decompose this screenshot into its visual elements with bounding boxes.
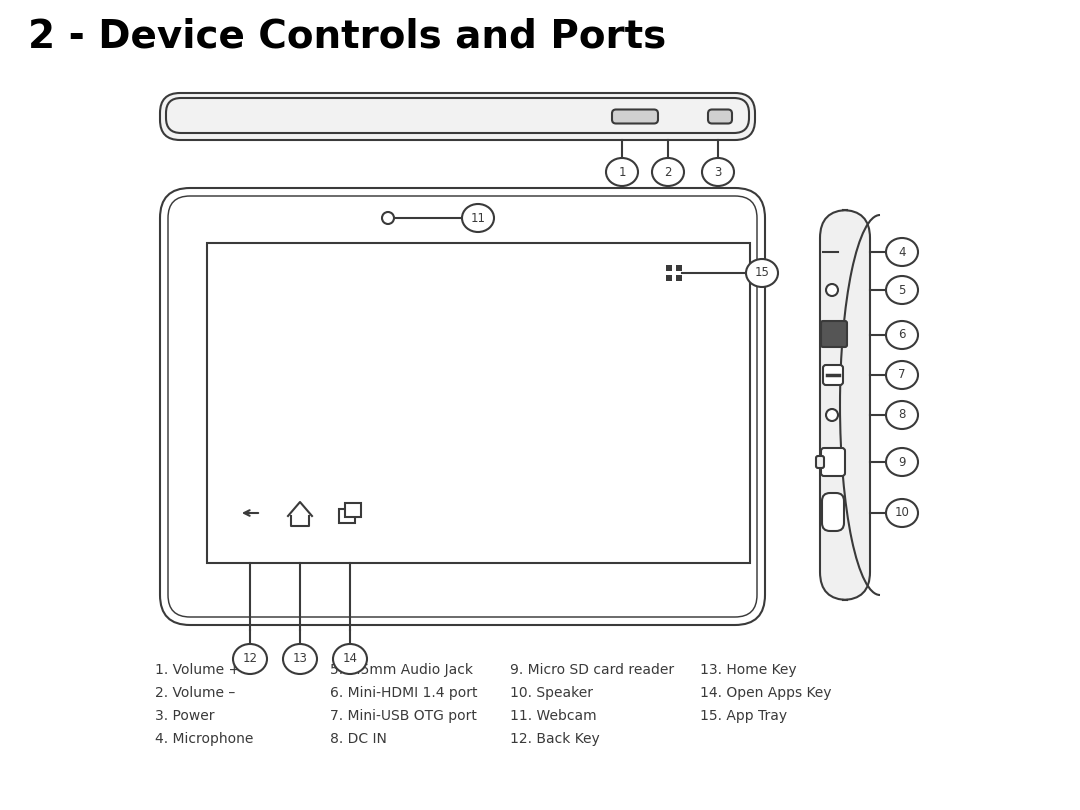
Ellipse shape <box>886 321 918 349</box>
Text: 3: 3 <box>714 165 721 178</box>
Bar <box>207 243 750 563</box>
FancyBboxPatch shape <box>168 196 757 617</box>
Text: 5: 5 <box>899 284 906 296</box>
Text: 3. Power: 3. Power <box>156 709 215 723</box>
Ellipse shape <box>606 158 638 186</box>
Ellipse shape <box>462 204 494 232</box>
Text: 2 - Device Controls and Ports: 2 - Device Controls and Ports <box>28 18 666 56</box>
FancyBboxPatch shape <box>820 210 870 600</box>
Text: 4: 4 <box>899 245 906 258</box>
FancyBboxPatch shape <box>160 188 765 625</box>
Bar <box>676 265 681 271</box>
Text: 13: 13 <box>293 653 308 666</box>
Text: 7. Mini-USB OTG port: 7. Mini-USB OTG port <box>330 709 477 723</box>
Circle shape <box>826 284 838 296</box>
Circle shape <box>382 212 394 224</box>
Text: 10: 10 <box>894 506 909 519</box>
Text: 8: 8 <box>899 408 906 421</box>
Bar <box>339 509 355 523</box>
Text: 1: 1 <box>618 165 625 178</box>
Text: 11: 11 <box>471 211 486 224</box>
Text: 13. Home Key: 13. Home Key <box>700 663 797 677</box>
Ellipse shape <box>886 448 918 476</box>
Text: 15. App Tray: 15. App Tray <box>700 709 787 723</box>
FancyBboxPatch shape <box>612 109 658 123</box>
FancyBboxPatch shape <box>823 365 843 385</box>
Ellipse shape <box>886 499 918 527</box>
Text: 14: 14 <box>342 653 357 666</box>
FancyBboxPatch shape <box>822 493 843 531</box>
Text: 9. Micro SD card reader: 9. Micro SD card reader <box>510 663 674 677</box>
Bar <box>345 503 361 517</box>
FancyBboxPatch shape <box>816 456 824 468</box>
Text: 2. Volume –: 2. Volume – <box>156 686 235 700</box>
Ellipse shape <box>283 644 318 674</box>
Ellipse shape <box>746 259 778 287</box>
Ellipse shape <box>886 401 918 429</box>
Text: 6. Mini-HDMI 1.4 port: 6. Mini-HDMI 1.4 port <box>330 686 477 700</box>
Ellipse shape <box>333 644 367 674</box>
Circle shape <box>826 409 838 421</box>
Text: 1. Volume +: 1. Volume + <box>156 663 240 677</box>
Text: 12: 12 <box>243 653 257 666</box>
Text: 9: 9 <box>899 455 906 468</box>
Text: 10. Speaker: 10. Speaker <box>510 686 593 700</box>
FancyBboxPatch shape <box>821 448 845 476</box>
Ellipse shape <box>652 158 684 186</box>
Ellipse shape <box>886 361 918 389</box>
Text: 6: 6 <box>899 329 906 342</box>
Ellipse shape <box>702 158 734 186</box>
Ellipse shape <box>886 276 918 304</box>
Bar <box>666 265 672 271</box>
Text: 7: 7 <box>899 369 906 382</box>
FancyBboxPatch shape <box>821 321 847 347</box>
FancyBboxPatch shape <box>166 98 750 133</box>
Text: 14. Open Apps Key: 14. Open Apps Key <box>700 686 832 700</box>
Text: 2: 2 <box>664 165 672 178</box>
Text: 11. Webcam: 11. Webcam <box>510 709 596 723</box>
Text: 4. Microphone: 4. Microphone <box>156 732 254 746</box>
Text: 12. Back Key: 12. Back Key <box>510 732 599 746</box>
FancyBboxPatch shape <box>708 109 732 123</box>
Text: 5. 3.5mm Audio Jack: 5. 3.5mm Audio Jack <box>330 663 473 677</box>
Bar <box>666 275 672 281</box>
Ellipse shape <box>233 644 267 674</box>
Ellipse shape <box>886 238 918 266</box>
Bar <box>676 275 681 281</box>
Text: 8. DC IN: 8. DC IN <box>330 732 387 746</box>
Text: 15: 15 <box>755 266 769 279</box>
FancyBboxPatch shape <box>160 93 755 140</box>
